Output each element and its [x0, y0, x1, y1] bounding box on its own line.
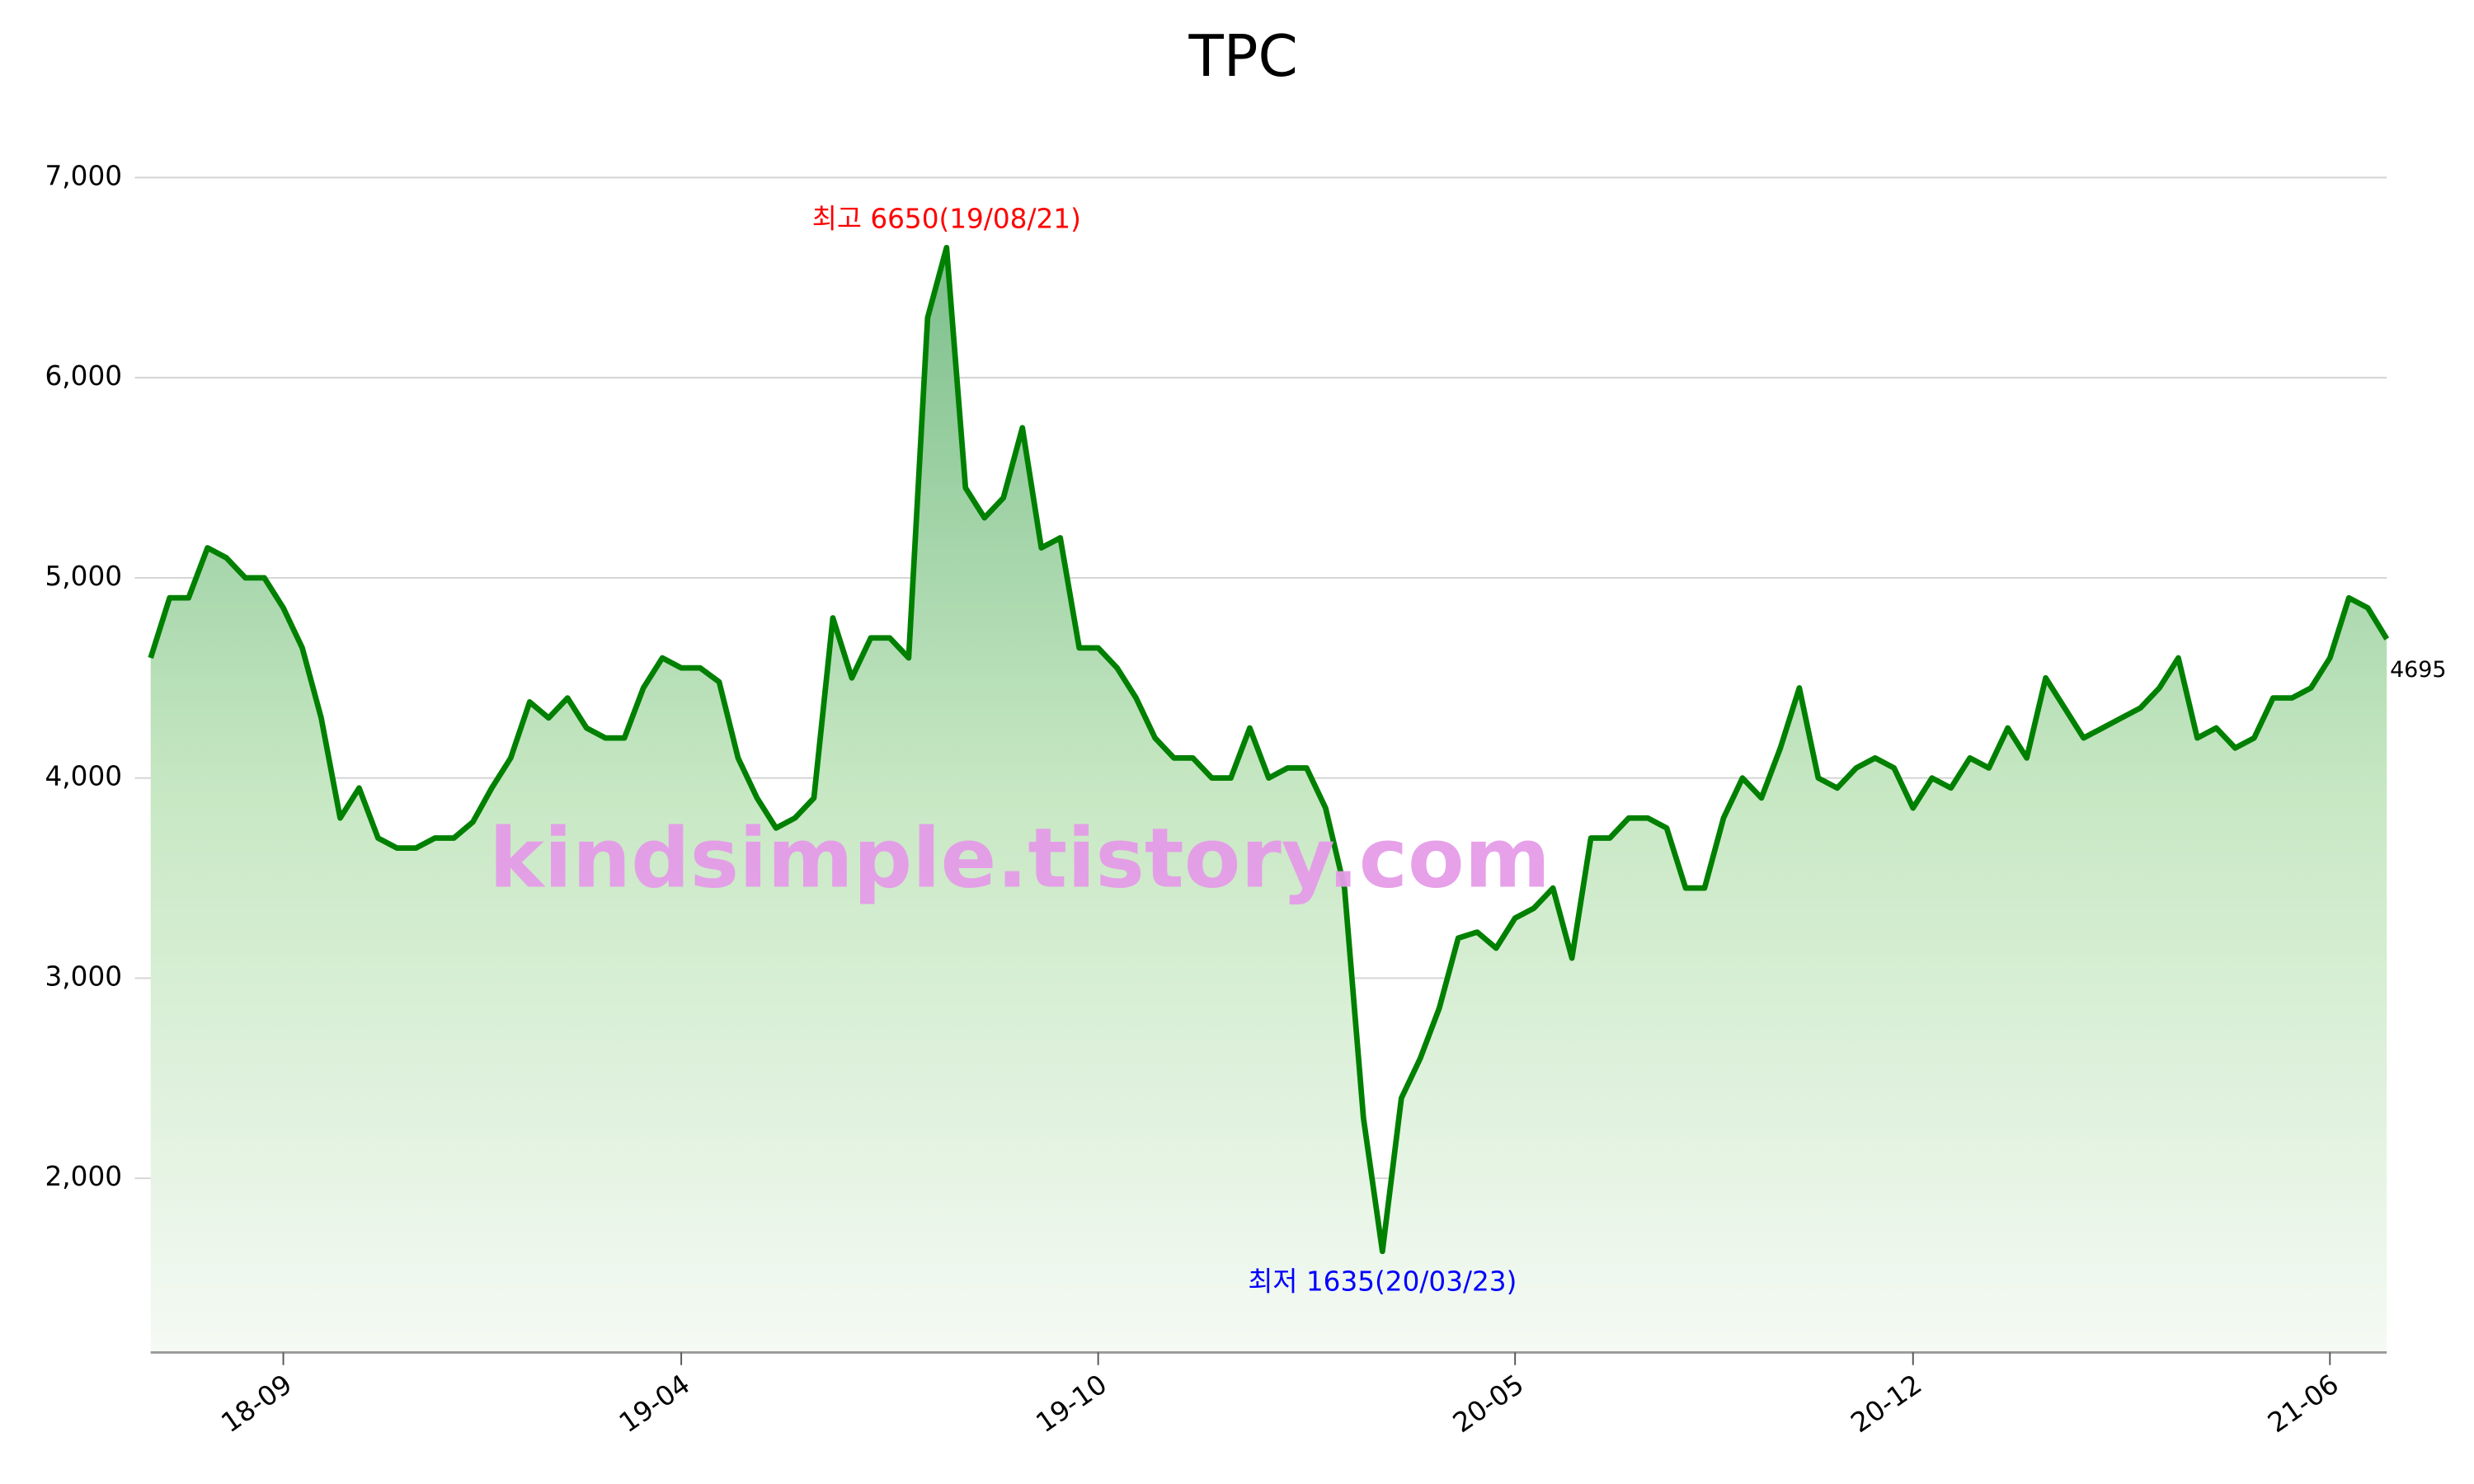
x-tick-label: 19-04 [614, 1369, 696, 1439]
x-tick-label: 21-06 [2262, 1369, 2345, 1439]
y-tick-label: 7,000 [45, 160, 122, 191]
price-line [148, 244, 2390, 1255]
x-tick-label: 20-05 [1447, 1369, 1530, 1439]
y-tick-label: 5,000 [45, 561, 122, 592]
x-tick-label: 18-09 [215, 1369, 298, 1439]
area [150, 247, 2387, 1353]
y-tick-label: 6,000 [45, 360, 122, 392]
annotation: 최고 6650(19/08/21) [812, 204, 1081, 235]
watermark: kindsimple.tistory.com [489, 810, 1550, 906]
x-tick-label: 19-10 [1030, 1369, 1112, 1439]
chart-title: TPC [1188, 24, 1298, 90]
y-tick-label: 2,000 [45, 1161, 122, 1192]
y-tick-label: 4,000 [45, 761, 122, 792]
annotation: 최저 1635(20/03/23) [1248, 1266, 1517, 1297]
x-tick-label: 20-12 [1846, 1369, 1928, 1439]
last-value-label: 4695 [2390, 657, 2446, 683]
y-tick-label: 3,000 [45, 960, 122, 992]
